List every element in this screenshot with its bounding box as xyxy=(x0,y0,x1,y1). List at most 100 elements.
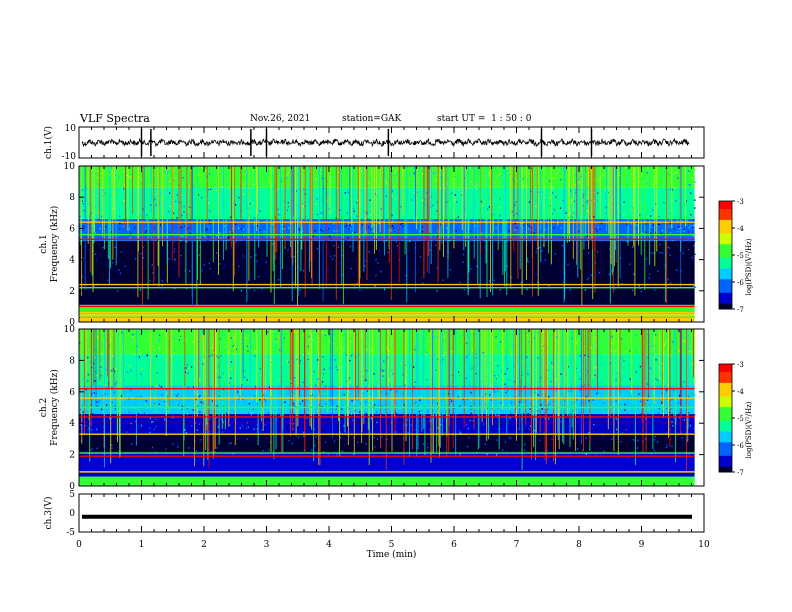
ch2-spectrogram-speckle xyxy=(576,381,578,383)
ch1-spectrogram-speckle xyxy=(395,185,397,188)
ch1-spectrogram-speckle xyxy=(401,189,403,192)
ch2-spectrogram-speckle xyxy=(451,381,453,383)
ch1-spectrogram-speckle xyxy=(372,253,374,255)
ch2-spectrogram-speckle xyxy=(444,363,446,365)
ch1-spectrogram-speckle xyxy=(416,191,418,193)
ch2-spectrogram-speckle xyxy=(567,364,569,367)
ch2-spectrogram-speckle xyxy=(671,426,673,429)
ch1-waveform-trace xyxy=(81,137,690,148)
ch2-spectrogram-speckle xyxy=(324,441,326,443)
ch2-spectrogram-speckle xyxy=(677,385,679,388)
ch2-spectrogram-speckle xyxy=(323,429,325,432)
ch1-spectrogram-speckle xyxy=(362,224,364,226)
ch2-spectrogram-speckle xyxy=(582,379,584,382)
ch1-spectrogram-speckle xyxy=(678,290,680,293)
ch1-spectrogram-speckle xyxy=(230,276,232,278)
ch2-spectrogram-speckle xyxy=(542,330,544,332)
ch1-spectrogram-speckle xyxy=(562,241,564,243)
ch1-spectrogram-speckle xyxy=(544,228,546,231)
ch2-spectrogram-speckle xyxy=(409,401,411,404)
ch1-spectrogram-speckle xyxy=(83,226,85,228)
ch1-spectrogram-speckle xyxy=(109,273,111,275)
ch2-spectrogram-speckle xyxy=(638,399,640,401)
ch2-spectrogram-speckle xyxy=(651,347,653,350)
ch1-spectrogram-speckle xyxy=(663,202,665,204)
ch1-spectrogram-speckle xyxy=(377,175,379,177)
ch1-spectrogram-speckle xyxy=(387,180,389,182)
ch1-spectrogram-speckle xyxy=(154,246,156,249)
ch1-spectrogram-speckle xyxy=(691,256,694,259)
ch1-spectrogram-speckle xyxy=(223,242,226,245)
ch1-spectrogram-speckle xyxy=(180,244,182,247)
ch1-spectrogram-speckle xyxy=(281,167,283,170)
ch2-spectrogram-speckle xyxy=(439,380,441,382)
ch2-spectrogram-speckle xyxy=(232,353,234,355)
ch2-spectrogram-speckle xyxy=(136,346,138,348)
ch1-spectrogram-speckle xyxy=(211,173,214,175)
ch2-spectrogram-speckle xyxy=(163,370,165,372)
ch1-spectrogram-speckle xyxy=(629,187,631,189)
ch2-spectrogram-speckle xyxy=(104,393,106,395)
ch1-spectrogram-speckle xyxy=(224,263,226,266)
ch1-spectrogram-speckle xyxy=(208,173,211,175)
ch1-spectrogram-speckle xyxy=(204,261,206,263)
ch2-spectrogram-speckle xyxy=(255,375,257,377)
ch2-spectrogram-speckle xyxy=(341,408,343,410)
ch1-spectrogram-speckle xyxy=(476,236,478,239)
ch2-spectrogram-speckle xyxy=(654,439,656,441)
ch1-spectrogram-speckle xyxy=(186,287,188,290)
ch1-spectrogram-speckle xyxy=(239,213,241,215)
ch1-spectrogram-speckle xyxy=(495,209,497,212)
ch2-spectrogram-speckle xyxy=(220,358,222,360)
ch1-spectrogram-speckle xyxy=(561,212,563,214)
ch1-spectrogram-speckle xyxy=(251,235,253,237)
ch2-spectrogram-speckle xyxy=(220,355,222,357)
ch2-spectrogram-speckle xyxy=(628,364,630,366)
ch2-spectrogram-speckle xyxy=(188,359,190,361)
ch2-spectrogram-speckle xyxy=(688,391,690,393)
ch2-spectrogram-speckle xyxy=(357,441,359,443)
ch1-spectrogram-speckle xyxy=(417,257,419,260)
ch1-spectrogram-speckle xyxy=(544,251,546,253)
ch2-spectrogram-speckle xyxy=(576,335,578,337)
ch2-spectrogram-speckle xyxy=(141,368,143,370)
ch2-spectrogram-speckle xyxy=(278,393,280,396)
ch1-spectrogram-speckle xyxy=(120,272,122,274)
ch2-spectrogram-speckle xyxy=(287,351,290,354)
ch1-spectrogram-speckle xyxy=(440,241,442,244)
ch2-spectrogram-speckle xyxy=(124,438,126,440)
ch2-spectrogram-speckle xyxy=(400,333,402,336)
ch1-spectrogram-speckle xyxy=(253,192,255,195)
ch1-spectrogram-speckle xyxy=(507,172,509,174)
ch2-spectrogram-speckle xyxy=(672,425,674,427)
ch1-spectrogram-speckle xyxy=(407,195,409,197)
ch1-spectrogram-speckle xyxy=(553,177,555,179)
ch1-spectrogram-speckle xyxy=(688,184,690,186)
ch1-spectrogram-speckle xyxy=(363,168,366,171)
ch2-spectrogram-speckle xyxy=(615,400,617,402)
ch2-spectrogram-speckle xyxy=(653,449,655,452)
ch1-spectrogram-speckle xyxy=(331,180,333,183)
ch1-spectrogram-speckle xyxy=(641,232,643,235)
ch2-spectrogram-speckle xyxy=(493,405,495,407)
ch2-spectrogram-speckle xyxy=(431,412,433,414)
ch2-spectrogram-speckle xyxy=(229,377,231,379)
ch1-spectrogram-speckle xyxy=(590,274,592,277)
ch1-spectrogram-speckle xyxy=(218,271,220,273)
ch2-spectrogram-speckle xyxy=(217,430,219,432)
ch1-spectrogram-speckle xyxy=(331,269,333,271)
ch1-spectrogram-speckle xyxy=(471,206,473,209)
ch2-spectrogram-speckle xyxy=(692,362,694,365)
ch2-spectrogram-speckle xyxy=(449,398,452,400)
ch1-spectrogram-speckle xyxy=(174,259,176,261)
ch2-spectrogram-speckle xyxy=(467,350,469,353)
ch1-spectrogram-speckle xyxy=(675,269,678,271)
ch1-spectrogram-speckle xyxy=(410,174,413,176)
ch2-spectrogram-speckle xyxy=(219,376,221,379)
ch1-spectrogram-speckle xyxy=(97,253,99,255)
ch1-spectrogram-speckle xyxy=(648,285,650,287)
ch2-spectrogram-speckle xyxy=(231,339,233,342)
ch1-spectrogram-speckle xyxy=(495,197,497,200)
ch2-spectrogram-speckle xyxy=(272,334,274,337)
ch1-spectrogram-speckle xyxy=(330,255,332,258)
